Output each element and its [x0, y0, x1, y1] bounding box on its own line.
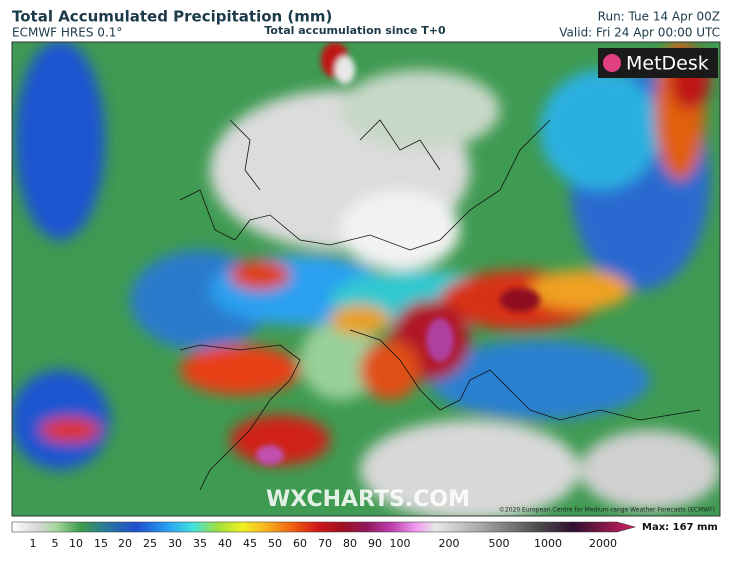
- subtitle: Total accumulation since T+0: [264, 24, 446, 37]
- map-frame: [11, 41, 721, 517]
- scale-tick-label: 200: [439, 537, 460, 550]
- logo-icon: [603, 54, 621, 72]
- precipitation-map: [12, 42, 720, 516]
- scale-tick-label: 1: [30, 537, 37, 550]
- valid-time: Valid: Fri 24 Apr 00:00 UTC: [559, 26, 720, 40]
- scale-tick-label: 90: [368, 537, 382, 550]
- color-scale: Max: 167 mm 1 5 10 15 20 25 30 35 40 45 50 60 70 80 90…: [11, 521, 718, 550]
- scale-tick-label: 100: [390, 537, 411, 550]
- scale-tick-label: 5: [52, 537, 59, 550]
- scale-tick-label: 45: [243, 537, 257, 550]
- scale-tick-label: 30: [168, 537, 182, 550]
- scale-tick-label: 10: [69, 537, 83, 550]
- scale-tick-label: 2000: [589, 537, 617, 550]
- model: ECMWF HRES 0.1°: [12, 26, 122, 40]
- scale-tick-label: 20: [118, 537, 132, 550]
- scale-tick-label: 40: [218, 537, 232, 550]
- scale-tick-label: 500: [489, 537, 510, 550]
- scale-tick-label: 1000: [534, 537, 562, 550]
- run-time: Run: Tue 14 Apr 00Z: [598, 10, 720, 24]
- scale-tick-label: 25: [143, 537, 157, 550]
- watermark: WXCHARTS.COM: [266, 487, 470, 512]
- color-bar: [11, 521, 637, 533]
- scale-tick-label: 50: [268, 537, 282, 550]
- scale-tick-label: 60: [293, 537, 307, 550]
- title: Total Accumulated Precipitation (mm): [12, 8, 332, 26]
- scale-tick-label: 80: [343, 537, 357, 550]
- scale-tick-label: 35: [193, 537, 207, 550]
- scale-tick-label: 15: [94, 537, 108, 550]
- copyright: ©2020 European Centre for Medium-range W…: [499, 507, 715, 514]
- max-label: Max: 167 mm: [642, 522, 718, 533]
- logo: MetDesk: [626, 53, 709, 75]
- scale-tick-label: 70: [318, 537, 332, 550]
